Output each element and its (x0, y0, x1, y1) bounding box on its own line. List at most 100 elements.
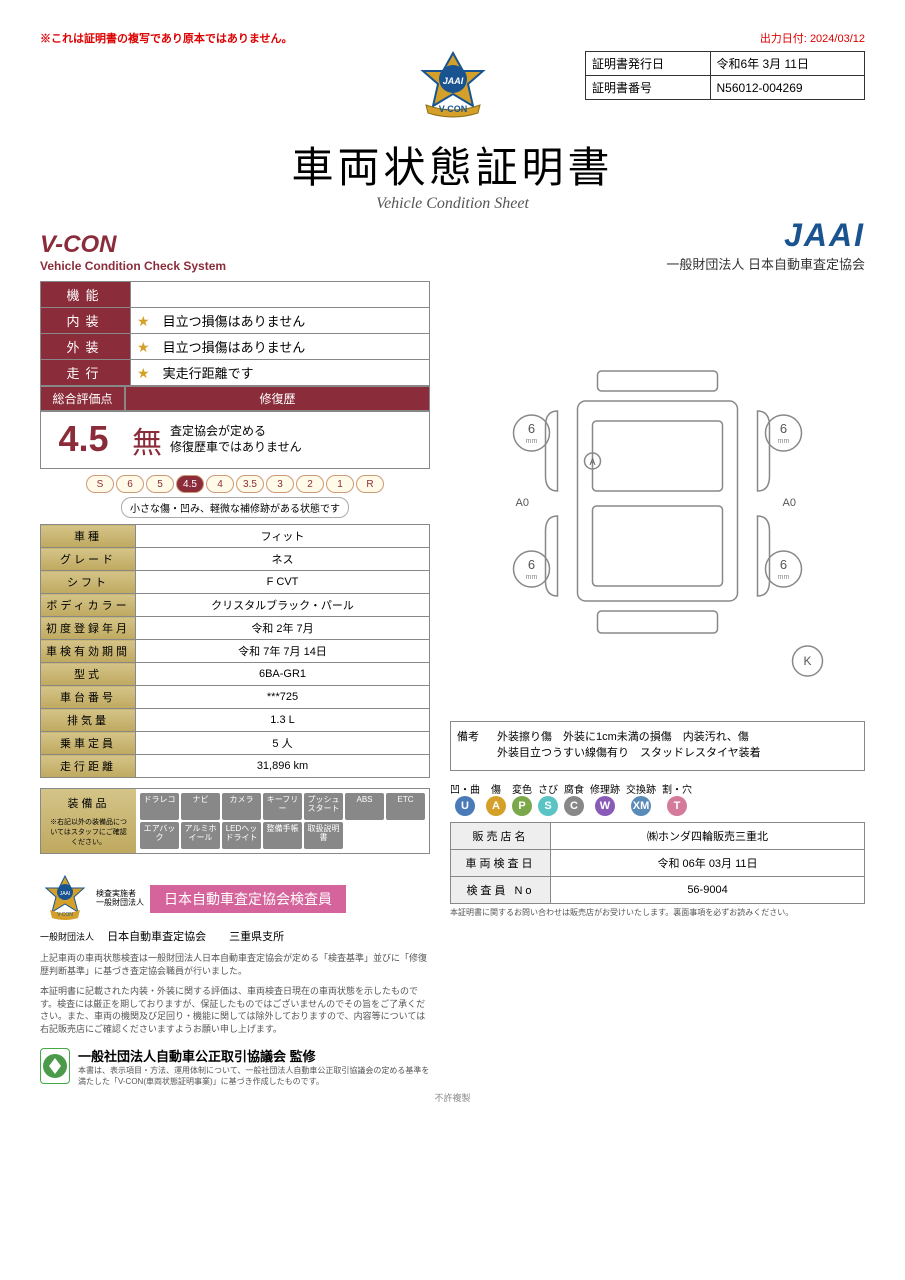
scale-mark: 4.5 (176, 475, 204, 493)
equipment-item: 取扱説明書 (304, 822, 343, 849)
legend-item: 変色P (512, 781, 532, 816)
left-column: 機能 内装★ 目立つ損傷はありません 外装★ 目立つ損傷はありません 走行★ 実… (40, 281, 430, 1087)
dealer-name-label: 販売店名 (451, 823, 551, 850)
supervise-row: 一般社団法人自動車公正取引協議会 監修 本書は、表示項目・方法、運用体制について… (40, 1046, 430, 1087)
naiso-val: ★ 目立つ損傷はありません (131, 308, 430, 334)
soukou-val: ★ 実走行距離です (131, 360, 430, 386)
supervise-badge-icon (40, 1048, 70, 1084)
tire-fl: 6 (528, 421, 535, 436)
detail-value: 5 人 (136, 732, 430, 755)
fine-print-2: 本証明書に記載された内装・外装に関する評価は、車両検査日現在の車両状態を示したも… (40, 985, 430, 1035)
detail-label: ボディカラー (41, 594, 136, 617)
certificate-page: ※これは証明書の複写であり原本ではありません。 出力日付: 2024/03/12… (0, 0, 905, 1280)
dealer-table: 販売店名㈱ホンダ四輪販売三重北 車両検査日令和 06年 03月 11日 検査員 … (450, 822, 865, 904)
equipment-item: カメラ (222, 793, 261, 820)
detail-label: 乗車定員 (41, 732, 136, 755)
jaai-right: JAAI 一般財団法人 日本自動車査定協会 (666, 217, 865, 273)
inspector-ribbon: 日本自動車査定協会検査員 (150, 885, 346, 913)
legend-item: 凹・曲U (450, 781, 480, 816)
svg-text:A0: A0 (783, 497, 796, 509)
top-row: ※これは証明書の複写であり原本ではありません。 出力日付: 2024/03/12 (40, 30, 865, 46)
detail-label: 車検有効期間 (41, 640, 136, 663)
cert-info: 証明書発行日令和6年 3月 11日 証明書番号N56012-004269 (585, 51, 865, 100)
equipment-grid: ドラレコナビカメラキーフリープッシュスタートABSETCエアバックアルミホイール… (136, 789, 429, 853)
detail-value: ***725 (136, 686, 430, 709)
svg-text:6: 6 (780, 421, 787, 436)
main-title: 車両状態証明書 (40, 134, 865, 195)
star-icon: ★ (137, 313, 150, 329)
detail-value: ネス (136, 548, 430, 571)
gaiso-val: ★ 目立つ損傷はありません (131, 334, 430, 360)
vcon-left: V-CON Vehicle Condition Check System (40, 231, 226, 273)
inspect-date-label: 車両検査日 (451, 850, 551, 877)
remarks-box: 備考 外装擦り傷 外装に1cm未満の損傷 内装汚れ、傷 外装目立つうすい線傷有り… (450, 721, 865, 771)
kinou-label: 機能 (41, 282, 131, 308)
right-column: 6 mm 6 mm 6 mm 6 mm A0 A0 A K 備考 外装擦り傷 (450, 281, 865, 1087)
cert-issue-date: 令和6年 3月 11日 (710, 52, 865, 76)
cert-issue-label: 証明書発行日 (586, 52, 711, 76)
detail-value: 6BA-GR1 (136, 663, 430, 686)
scale-mark: 4 (206, 475, 234, 493)
scale-mark: 2 (296, 475, 324, 493)
kinou-val (131, 282, 430, 308)
legend-item: 修理跡W (590, 781, 620, 816)
detail-label: 走行距離 (41, 755, 136, 778)
header-row: JAAI V-CON 証明書発行日令和6年 3月 11日 証明書番号N56012… (40, 51, 865, 126)
soukou-label: 走行 (41, 360, 131, 386)
car-diagram: 6 mm 6 mm 6 mm 6 mm A0 A0 A K (450, 341, 865, 701)
vcon-subtitle: Vehicle Condition Check System (40, 259, 226, 273)
vcon-row: V-CON Vehicle Condition Check System JAA… (40, 217, 865, 273)
equipment-item: アルミホイール (181, 822, 220, 849)
star-icon: ★ (137, 339, 150, 355)
svg-text:V-CON: V-CON (57, 912, 73, 918)
detail-label: 排気量 (41, 709, 136, 732)
mu-char: 無 (132, 418, 162, 462)
detail-value: 令和 7年 7月 14日 (136, 640, 430, 663)
cert-no-label: 証明書番号 (586, 76, 711, 100)
inspector-banner: JAAI V-CON 検査実施者 一般財団法人 日本自動車査定協会検査員 (40, 874, 430, 924)
inspector-small-text: 検査実施者 一般財団法人 (96, 890, 144, 908)
inspector-no-label: 検査員 No (451, 877, 551, 904)
svg-text:mm: mm (526, 438, 538, 445)
scale-mark: R (356, 475, 384, 493)
scale-mark: 3 (266, 475, 294, 493)
detail-value: クリスタルブラック・パール (136, 594, 430, 617)
inspector-no-val: 56-9004 (551, 877, 865, 904)
jaai-logo: JAAI (666, 217, 865, 254)
equipment-item: ナビ (181, 793, 220, 820)
watermark: 不許複製 (40, 1091, 865, 1104)
detail-value: 1.3 L (136, 709, 430, 732)
legend-item: 傷A (486, 781, 506, 816)
equipment-item: LEDヘッドライト (222, 822, 261, 849)
star-icon: ★ (137, 365, 150, 381)
equipment-item: ドラレコ (140, 793, 179, 820)
sub-title: Vehicle Condition Sheet (40, 195, 865, 213)
content-row: 機能 内装★ 目立つ損傷はありません 外装★ 目立つ損傷はありません 走行★ 実… (40, 281, 865, 1087)
svg-text:A0: A0 (516, 497, 529, 509)
scale-mark: 5 (146, 475, 174, 493)
score-header: 総合評価点 修復歴 (40, 386, 430, 411)
equipment-row: 装備品 ※右記以外の装備品についてはスタッフにご確認ください。 ドラレコナビカメ… (40, 788, 430, 854)
scale-mark: 3.5 (236, 475, 264, 493)
scale-mark: 1 (326, 475, 354, 493)
output-date: 出力日付: 2024/03/12 (760, 30, 865, 46)
detail-label: 初度登録年月 (41, 617, 136, 640)
remarks-text: 外装擦り傷 外装に1cm未満の損傷 内装汚れ、傷 外装目立つうすい線傷有り スタ… (497, 728, 761, 764)
copy-notice: ※これは証明書の複写であり原本ではありません。 (40, 30, 293, 46)
dealer-note: 本証明書に関するお問い合わせは販売店がお受けいたします。裏面事項を必ずお読みくだ… (450, 907, 865, 918)
inspector-badge-icon: JAAI V-CON (40, 874, 90, 924)
damage-legend: 凹・曲U傷A変色PさびS腐食C修理跡W交換跡XM割・穴T (450, 781, 865, 816)
equipment-item: キーフリー (263, 793, 302, 820)
detail-value: 31,896 km (136, 755, 430, 778)
overall-score: 4.5 (41, 412, 126, 468)
detail-value: フィット (136, 525, 430, 548)
legend-item: 割・穴T (662, 781, 692, 816)
repair-cell: 無 査定協会が定める 修復歴車ではありません (126, 412, 429, 468)
sogo-label: 総合評価点 (40, 386, 125, 411)
scale-mark: S (86, 475, 114, 493)
repair-label: 修復歴 (125, 386, 430, 411)
detail-label: 型式 (41, 663, 136, 686)
repair-text: 査定協会が定める 修復歴車ではありません (170, 424, 302, 455)
equipment-label: 装備品 ※右記以外の装備品についてはスタッフにご確認ください。 (41, 789, 136, 853)
legend-item: 交換跡XM (626, 781, 656, 816)
